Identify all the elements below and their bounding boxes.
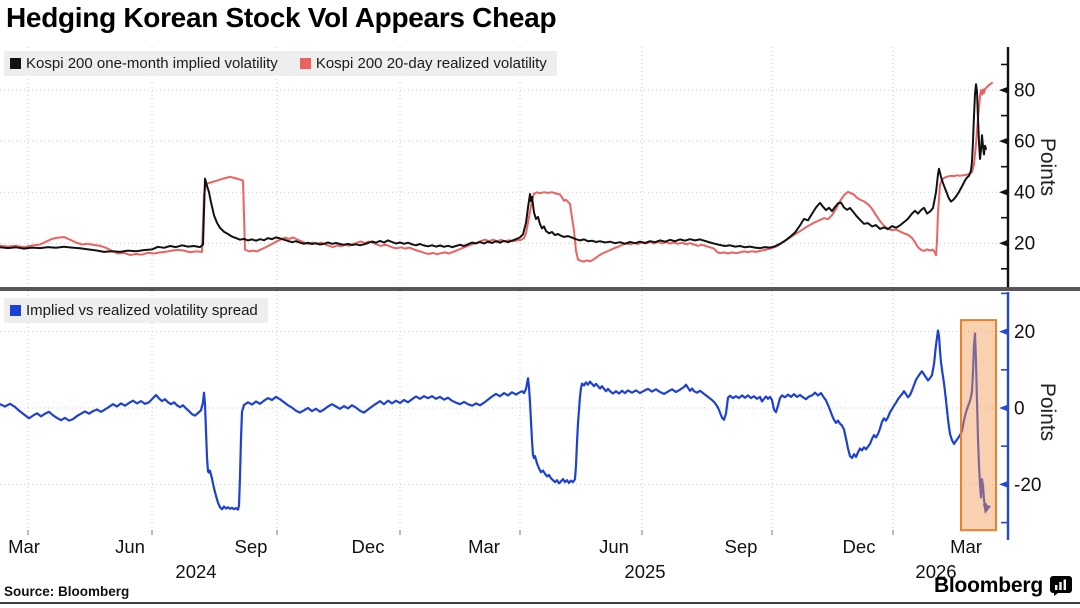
x-axis-month-label: Dec — [843, 536, 876, 557]
y-axis-major-tick — [999, 328, 1008, 335]
bloomberg-wordmark: Bloomberg — [933, 574, 1043, 597]
legend-label-spread: Implied vs realized volatility spread — [26, 302, 258, 319]
legend-label-implied-vol: Kospi 200 one-month implied volatility — [26, 55, 278, 72]
y-axis-tick-label: 40 — [1014, 183, 1035, 204]
y-axis-tick-label: 20 — [1014, 322, 1035, 343]
y-axis-tick-label: 80 — [1014, 81, 1035, 102]
spread-swatch-icon — [10, 305, 21, 316]
y-axis-tick-label: 20 — [1014, 234, 1035, 255]
realized-volatility-line — [0, 81, 993, 263]
bloomberg-terminal-icon — [1050, 576, 1072, 596]
y-axis-tick-label: 60 — [1014, 132, 1035, 153]
source-note: Source: Bloomberg — [4, 584, 130, 599]
x-axis-year-label: 2026 — [915, 561, 956, 582]
y-axis-major-tick — [999, 239, 1008, 247]
legend-item-implied-vol: Kospi 200 one-month implied volatility — [10, 55, 278, 72]
y-axis-tick-label: -20 — [1014, 475, 1041, 496]
bloomberg-brand: Bloomberg — [934, 574, 1072, 598]
x-axis-month-label: Sep — [235, 536, 268, 557]
x-axis-year-label: 2025 — [624, 561, 665, 582]
legend-item-realized-vol: Kospi 200 20-day realized volatility — [299, 55, 547, 72]
legend-item-spread: Implied vs realized volatility spread — [10, 302, 258, 319]
x-axis-month-label: Mar — [950, 536, 982, 557]
y-axis-major-tick — [999, 404, 1008, 412]
x-axis-year-label: 2024 — [175, 561, 216, 582]
realized-vol-swatch-icon — [299, 58, 311, 69]
bottom-border — [0, 602, 1080, 604]
spread-line — [0, 329, 989, 511]
top-panel-legend: Kospi 200 one-month implied volatility K… — [4, 51, 557, 76]
x-axis-month-label: Mar — [468, 536, 500, 557]
legend-label-realized-vol: Kospi 200 20-day realized volatility — [315, 55, 547, 72]
y-axis-major-tick — [999, 481, 1008, 488]
y-axis-major-tick — [999, 86, 1008, 94]
implied-vol-swatch-icon — [10, 58, 21, 69]
highlight-box — [960, 319, 997, 532]
x-axis-month-label: Jun — [599, 536, 629, 557]
y-axis-major-tick — [999, 137, 1008, 145]
spread-line-end-arrow — [983, 504, 991, 514]
x-axis-month-label: Mar — [8, 536, 40, 557]
panel-separator — [0, 287, 1080, 291]
implied-volatility-line — [0, 83, 987, 253]
chart-title: Hedging Korean Stock Vol Appears Cheap — [6, 2, 557, 33]
bottom-panel-legend: Implied vs realized volatility spread — [4, 298, 268, 323]
x-axis-month-label: Sep — [725, 536, 758, 557]
bottom-panel-axis-title: Points — [1036, 382, 1059, 442]
x-axis-month-label: Jun — [115, 536, 145, 557]
x-axis-month-label: Dec — [352, 536, 385, 557]
y-axis-tick-label: 0 — [1014, 399, 1025, 420]
top-panel-axis-title: Points — [1036, 137, 1059, 197]
y-axis-major-tick — [999, 188, 1008, 196]
